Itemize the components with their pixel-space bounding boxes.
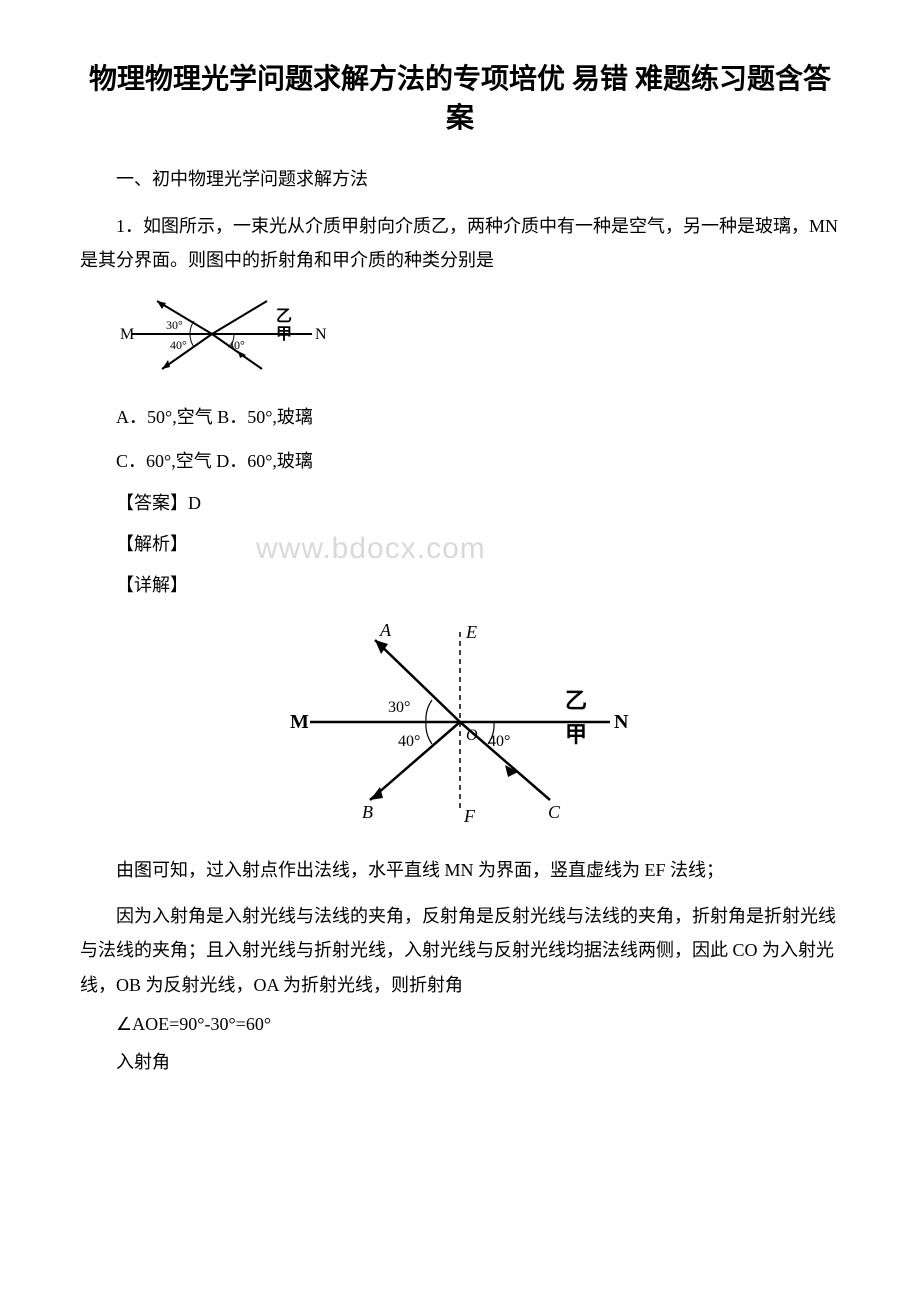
label-O: O	[466, 727, 478, 744]
options-row-2: C．60°,空气 D．60°,玻璃	[80, 444, 840, 478]
angle-40r: 40°	[228, 338, 245, 352]
label-B: B	[362, 802, 373, 822]
label-C: C	[548, 802, 561, 822]
angle-30: 30°	[166, 318, 183, 332]
page-title: 物理物理光学问题求解方法的专项培优 易错 难题练习题含答案	[80, 60, 840, 138]
options-row-1: A．50°,空气 B．50°,玻璃	[80, 400, 840, 434]
label-jia: 甲	[565, 722, 587, 747]
label-N: N	[614, 711, 629, 733]
angle-40l: 40°	[398, 733, 420, 750]
explain-1: 由图可知，过入射点作出法线，水平直线 MN 为界面，竖直虚线为 EF 法线；	[80, 853, 840, 887]
equation-1: ∠AOE=90°-30°=60°	[116, 1014, 840, 1035]
explain-2: 因为入射角是入射光线与法线的夹角，反射角是反射光线与法线的夹角，折射角是折射光线…	[80, 899, 840, 1002]
label-jia: 甲	[276, 325, 292, 343]
explain-3: 入射角	[80, 1045, 840, 1079]
angle-40l: 40°	[170, 338, 187, 352]
analysis-row: 【解析】 www.bdocx.com	[116, 529, 840, 560]
label-F: F	[463, 806, 476, 826]
detail-label: 【详解】	[116, 570, 840, 601]
watermark: www.bdocx.com	[256, 523, 486, 574]
label-yi: 乙	[276, 308, 292, 325]
analysis-label: 【解析】	[116, 534, 188, 554]
label-yi: 乙	[565, 688, 587, 713]
section-heading: 一、初中物理光学问题求解方法	[80, 162, 840, 196]
label-N: N	[315, 326, 327, 343]
angle-30: 30°	[388, 699, 410, 716]
diagram-1: M N 乙 甲 30° 40° 40°	[112, 289, 840, 384]
label-M: M	[290, 711, 309, 733]
question-stem: 1．如图所示，一束光从介质甲射向介质乙，两种介质中有一种是空气，另一种是玻璃，M…	[80, 209, 840, 277]
label-A: A	[379, 620, 392, 640]
label-E: E	[465, 622, 477, 642]
answer-label: 【答案】D	[116, 488, 840, 519]
label-M: M	[120, 326, 134, 343]
diagram-2: M N A E B F C O 乙 甲 30° 40° 40°	[80, 612, 840, 837]
angle-40r: 40°	[488, 733, 510, 750]
